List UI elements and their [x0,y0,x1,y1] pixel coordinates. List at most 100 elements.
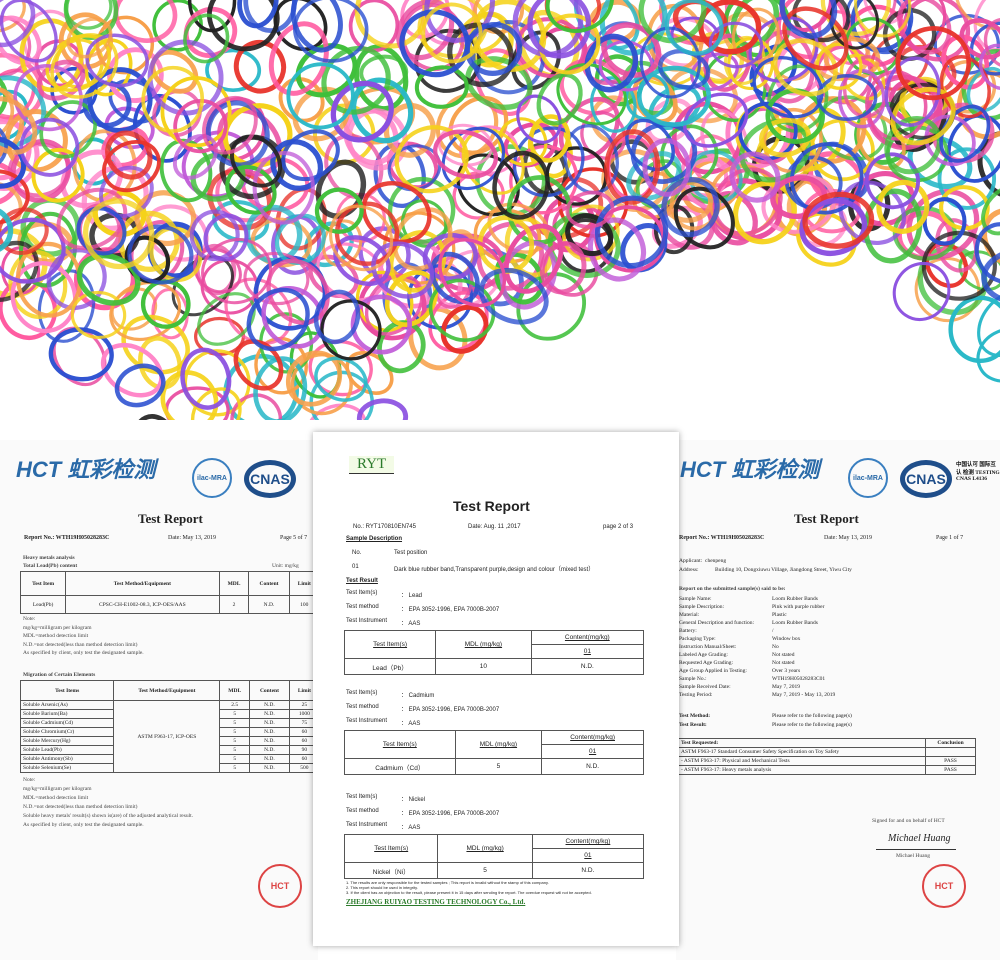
rubber-band [924,241,969,288]
field-label: Sample Description: [679,604,725,610]
rubber-band [478,267,549,325]
cell: 2.5 [219,700,251,710]
rubber-band [890,86,956,146]
signed-label: Signed for and on behalf of HCT [872,818,945,824]
report-number: No.: RYT170810EN745 [353,524,416,530]
applicant-row: Applicant: chenpeng [679,558,727,564]
rubber-band [37,269,96,343]
column-header: MDL (mg/kg) [437,834,533,863]
test-item-value: ： Lead [401,593,423,599]
field-label: Instruction Manual/Sheet: [679,644,737,650]
report-title: Test Report [453,498,530,514]
cell: 10 [435,658,532,675]
rubber-band [201,238,272,305]
rubber-band [113,0,178,44]
cell: N.D. [249,709,290,719]
column-header: Test Item(s) [343,630,437,659]
rubber-band [180,347,232,410]
section-heading: Migration of Certain Elements [23,672,96,678]
note-line: N.D.=not detected(less than method detec… [23,641,138,648]
cell: 5 [219,745,251,755]
hct-logo: HCT 虹彩检测 [16,457,156,482]
report-number: Report No.: WTH19H05028283C [24,535,110,541]
test-requested-table: Test Requested: Conclusion ASTM F963-17 St… [678,738,976,775]
rubber-band [10,261,78,334]
rubber-band [290,352,353,416]
column-header: MDL (mg/kg) [435,630,532,659]
method-cell: ASTM F963-17, ICP-OES [113,700,221,773]
rubber-band [183,13,230,64]
sample-number: 01 [352,564,359,570]
column-header: 01 [531,848,645,863]
rubber-band [983,17,1000,69]
rubber-band [173,99,228,154]
cell: N.D. [249,763,290,773]
rubber-band [268,21,329,96]
rubber-band [140,279,191,329]
cell: 5 [219,709,251,719]
field-value: No [772,644,779,650]
rubber-band [270,139,324,191]
table-row: - ASTM F963-17: Physical and Mechanical … [678,756,976,766]
rubber-band [160,76,232,148]
note-line: MDL=method detection limit [23,633,89,639]
rubber-band [315,159,367,219]
no-label: No. [352,550,362,556]
rubber-band [976,327,1000,383]
cell: - ASTM F963-17: Physical and Mechanical … [678,756,926,766]
column-header: Content(mg/kg) [541,730,644,745]
rubber-band [308,339,373,397]
rubber-band [350,294,413,355]
test-instrument-value: ： AAS [401,825,421,831]
page-number: Page 5 of 7 [280,535,308,541]
rubber-band [977,290,1000,357]
test-method-value: ： EPA 3052-1996, EPA 7000B-2007 [401,707,500,713]
cell: 500 [288,763,318,773]
rubber-band [642,138,691,197]
rubber-band [39,100,97,159]
rubber-band [0,181,23,239]
rubber-band [102,139,161,193]
rubber-band [492,150,550,220]
rubber-band [197,292,256,346]
field-label: Sample Received Date: [679,684,731,690]
column-header: Content(mg/kg) [530,630,645,645]
column-header: Test Requested: [678,738,926,748]
note-line: mg/kg=milligram per kilogram [23,786,92,792]
note-block: Note: mg/kg=milligram per kilogram MDL=met… [23,776,193,830]
rubber-band [799,198,868,257]
rubber-band [356,398,409,420]
rubber-band [329,204,394,272]
cell: N.D. [531,862,645,879]
rubber-band [625,118,675,172]
rubber-band [127,224,194,285]
rubber-band [421,2,483,64]
sample-text: Dark blue rubber band,Transparent purple… [394,567,595,573]
rubber-band [565,190,615,229]
rubber-band [48,327,114,382]
rubber-band [921,230,997,301]
field-label: General Description and function: [679,620,754,626]
rubber-band [330,80,394,143]
rubber-band [0,0,26,33]
rubber-band [207,0,280,52]
test-item-label: Test Item(s) [346,590,378,596]
field-row: Labeled Age Grading: Not stated [679,651,835,659]
cell: N.D. [249,754,290,764]
note-line: Note: [23,616,36,622]
cell: PASS [925,765,976,775]
rubber-band [0,136,27,189]
field-row: Material: Plastic [679,611,835,619]
cell: 5 [437,862,533,879]
rubber-band [141,65,205,133]
rubber-band [637,65,712,127]
column-header: Test Item(s) [344,730,456,759]
rubber-band [731,7,780,64]
result-table: Test Item(s) MDL (mg/kg) Content(mg/kg) 01 L… [343,630,645,675]
cell: N.D. [249,700,290,710]
column-header: Test Method/Equipment [113,680,221,701]
hct-stamp: HCT [922,864,966,908]
column-header: MDL [219,680,251,701]
left-test-report: HCT 虹彩检测 ilac-MRA CNAS Test Report Repor… [0,440,318,960]
rubber-band [70,290,127,340]
